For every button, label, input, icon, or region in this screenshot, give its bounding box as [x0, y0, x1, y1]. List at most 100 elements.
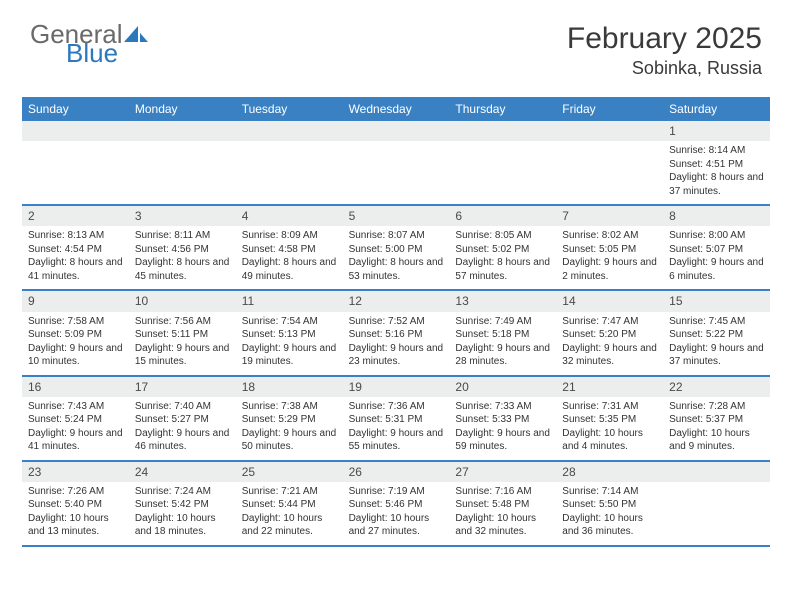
daylight-text: Daylight: 8 hours and 53 minutes.	[349, 256, 444, 283]
day-number: 17	[129, 377, 236, 397]
sunset-text: Sunset: 5:13 PM	[242, 328, 337, 342]
sunrise-text: Sunrise: 7:28 AM	[669, 400, 764, 414]
sunset-text: Sunset: 5:48 PM	[455, 498, 550, 512]
sunset-text: Sunset: 5:16 PM	[349, 328, 444, 342]
day-number: 8	[663, 206, 770, 226]
day-number: 6	[449, 206, 556, 226]
day-cell	[663, 462, 770, 545]
daylight-text: Daylight: 9 hours and 23 minutes.	[349, 342, 444, 369]
sunset-text: Sunset: 4:54 PM	[28, 243, 123, 257]
sunset-text: Sunset: 5:50 PM	[562, 498, 657, 512]
sunrise-text: Sunrise: 7:38 AM	[242, 400, 337, 414]
day-number	[343, 121, 450, 141]
sunrise-text: Sunrise: 7:54 AM	[242, 315, 337, 329]
sunrise-text: Sunrise: 8:05 AM	[455, 229, 550, 243]
daylight-text: Daylight: 9 hours and 28 minutes.	[455, 342, 550, 369]
day-cell: 23Sunrise: 7:26 AMSunset: 5:40 PMDayligh…	[22, 462, 129, 545]
day-cell	[556, 121, 663, 204]
sunrise-text: Sunrise: 7:58 AM	[28, 315, 123, 329]
sunset-text: Sunset: 5:22 PM	[669, 328, 764, 342]
weeks-container: 1Sunrise: 8:14 AMSunset: 4:51 PMDaylight…	[22, 121, 770, 547]
day-number: 26	[343, 462, 450, 482]
sunrise-text: Sunrise: 7:16 AM	[455, 485, 550, 499]
sunset-text: Sunset: 5:09 PM	[28, 328, 123, 342]
sunrise-text: Sunrise: 7:56 AM	[135, 315, 230, 329]
day-cell: 2Sunrise: 8:13 AMSunset: 4:54 PMDaylight…	[22, 206, 129, 289]
dow-wednesday: Wednesday	[343, 97, 450, 121]
day-number: 27	[449, 462, 556, 482]
day-number: 21	[556, 377, 663, 397]
day-cell: 16Sunrise: 7:43 AMSunset: 5:24 PMDayligh…	[22, 377, 129, 460]
sunset-text: Sunset: 5:31 PM	[349, 413, 444, 427]
daylight-text: Daylight: 10 hours and 18 minutes.	[135, 512, 230, 539]
daylight-text: Daylight: 10 hours and 27 minutes.	[349, 512, 444, 539]
sunrise-text: Sunrise: 7:33 AM	[455, 400, 550, 414]
day-number	[236, 121, 343, 141]
day-cell: 19Sunrise: 7:36 AMSunset: 5:31 PMDayligh…	[343, 377, 450, 460]
sunset-text: Sunset: 5:05 PM	[562, 243, 657, 257]
sunset-text: Sunset: 5:46 PM	[349, 498, 444, 512]
day-cell: 9Sunrise: 7:58 AMSunset: 5:09 PMDaylight…	[22, 291, 129, 374]
day-number: 5	[343, 206, 450, 226]
day-cell: 5Sunrise: 8:07 AMSunset: 5:00 PMDaylight…	[343, 206, 450, 289]
day-number: 23	[22, 462, 129, 482]
day-cell	[449, 121, 556, 204]
day-cell: 18Sunrise: 7:38 AMSunset: 5:29 PMDayligh…	[236, 377, 343, 460]
day-number	[449, 121, 556, 141]
sunrise-text: Sunrise: 7:52 AM	[349, 315, 444, 329]
sunrise-text: Sunrise: 7:49 AM	[455, 315, 550, 329]
daylight-text: Daylight: 10 hours and 13 minutes.	[28, 512, 123, 539]
day-cell: 27 Sunrise: 7:16 AMSunset: 5:48 PMDayligh…	[449, 462, 556, 545]
sunset-text: Sunset: 5:35 PM	[562, 413, 657, 427]
daylight-text: Daylight: 10 hours and 22 minutes.	[242, 512, 337, 539]
sunset-text: Sunset: 5:24 PM	[28, 413, 123, 427]
daylight-text: Daylight: 9 hours and 55 minutes.	[349, 427, 444, 454]
daylight-text: Daylight: 8 hours and 45 minutes.	[135, 256, 230, 283]
day-cell: 26Sunrise: 7:19 AMSunset: 5:46 PMDayligh…	[343, 462, 450, 545]
day-number: 22	[663, 377, 770, 397]
sunrise-text: Sunrise: 7:40 AM	[135, 400, 230, 414]
sunrise-text: Sunrise: 7:24 AM	[135, 485, 230, 499]
day-cell: 8Sunrise: 8:00 AMSunset: 5:07 PMDaylight…	[663, 206, 770, 289]
sunrise-text: Sunrise: 7:14 AM	[562, 485, 657, 499]
week-row: 16Sunrise: 7:43 AMSunset: 5:24 PMDayligh…	[22, 377, 770, 462]
daylight-text: Daylight: 8 hours and 37 minutes.	[669, 171, 764, 198]
day-cell	[22, 121, 129, 204]
day-cell: 6Sunrise: 8:05 AMSunset: 5:02 PMDaylight…	[449, 206, 556, 289]
day-cell: 12 Sunrise: 7:52 AMSunset: 5:16 PMDayligh…	[343, 291, 450, 374]
day-number: 16	[22, 377, 129, 397]
day-number: 15	[663, 291, 770, 311]
calendar: Sunday Monday Tuesday Wednesday Thursday…	[22, 97, 770, 547]
day-number: 12	[343, 291, 450, 311]
daylight-text: Daylight: 9 hours and 59 minutes.	[455, 427, 550, 454]
sunrise-text: Sunrise: 7:26 AM	[28, 485, 123, 499]
day-cell: 21Sunrise: 7:31 AMSunset: 5:35 PMDayligh…	[556, 377, 663, 460]
daylight-text: Daylight: 9 hours and 19 minutes.	[242, 342, 337, 369]
day-number: 10	[129, 291, 236, 311]
month-title: February 2025	[567, 22, 762, 56]
day-number: 9	[22, 291, 129, 311]
sunrise-text: Sunrise: 7:47 AM	[562, 315, 657, 329]
sunset-text: Sunset: 5:11 PM	[135, 328, 230, 342]
day-cell: 24Sunrise: 7:24 AMSunset: 5:42 PMDayligh…	[129, 462, 236, 545]
daylight-text: Daylight: 9 hours and 50 minutes.	[242, 427, 337, 454]
sunrise-text: Sunrise: 8:00 AM	[669, 229, 764, 243]
day-cell: 28 Sunrise: 7:14 AMSunset: 5:50 PMDayligh…	[556, 462, 663, 545]
day-cell	[343, 121, 450, 204]
header: GeneralBlue February 2025 Sobinka, Russi…	[0, 0, 792, 89]
day-cell: 13Sunrise: 7:49 AMSunset: 5:18 PMDayligh…	[449, 291, 556, 374]
sunset-text: Sunset: 5:00 PM	[349, 243, 444, 257]
day-number: 14	[556, 291, 663, 311]
day-cell: 3Sunrise: 8:11 AMSunset: 4:56 PMDaylight…	[129, 206, 236, 289]
daylight-text: Daylight: 10 hours and 36 minutes.	[562, 512, 657, 539]
week-row: 23Sunrise: 7:26 AMSunset: 5:40 PMDayligh…	[22, 462, 770, 547]
day-cell: 22Sunrise: 7:28 AMSunset: 5:37 PMDayligh…	[663, 377, 770, 460]
daylight-text: Daylight: 9 hours and 37 minutes.	[669, 342, 764, 369]
sunset-text: Sunset: 5:42 PM	[135, 498, 230, 512]
dow-row: Sunday Monday Tuesday Wednesday Thursday…	[22, 97, 770, 121]
day-number	[129, 121, 236, 141]
daylight-text: Daylight: 8 hours and 49 minutes.	[242, 256, 337, 283]
sunrise-text: Sunrise: 8:02 AM	[562, 229, 657, 243]
daylight-text: Daylight: 10 hours and 32 minutes.	[455, 512, 550, 539]
day-number: 28	[556, 462, 663, 482]
